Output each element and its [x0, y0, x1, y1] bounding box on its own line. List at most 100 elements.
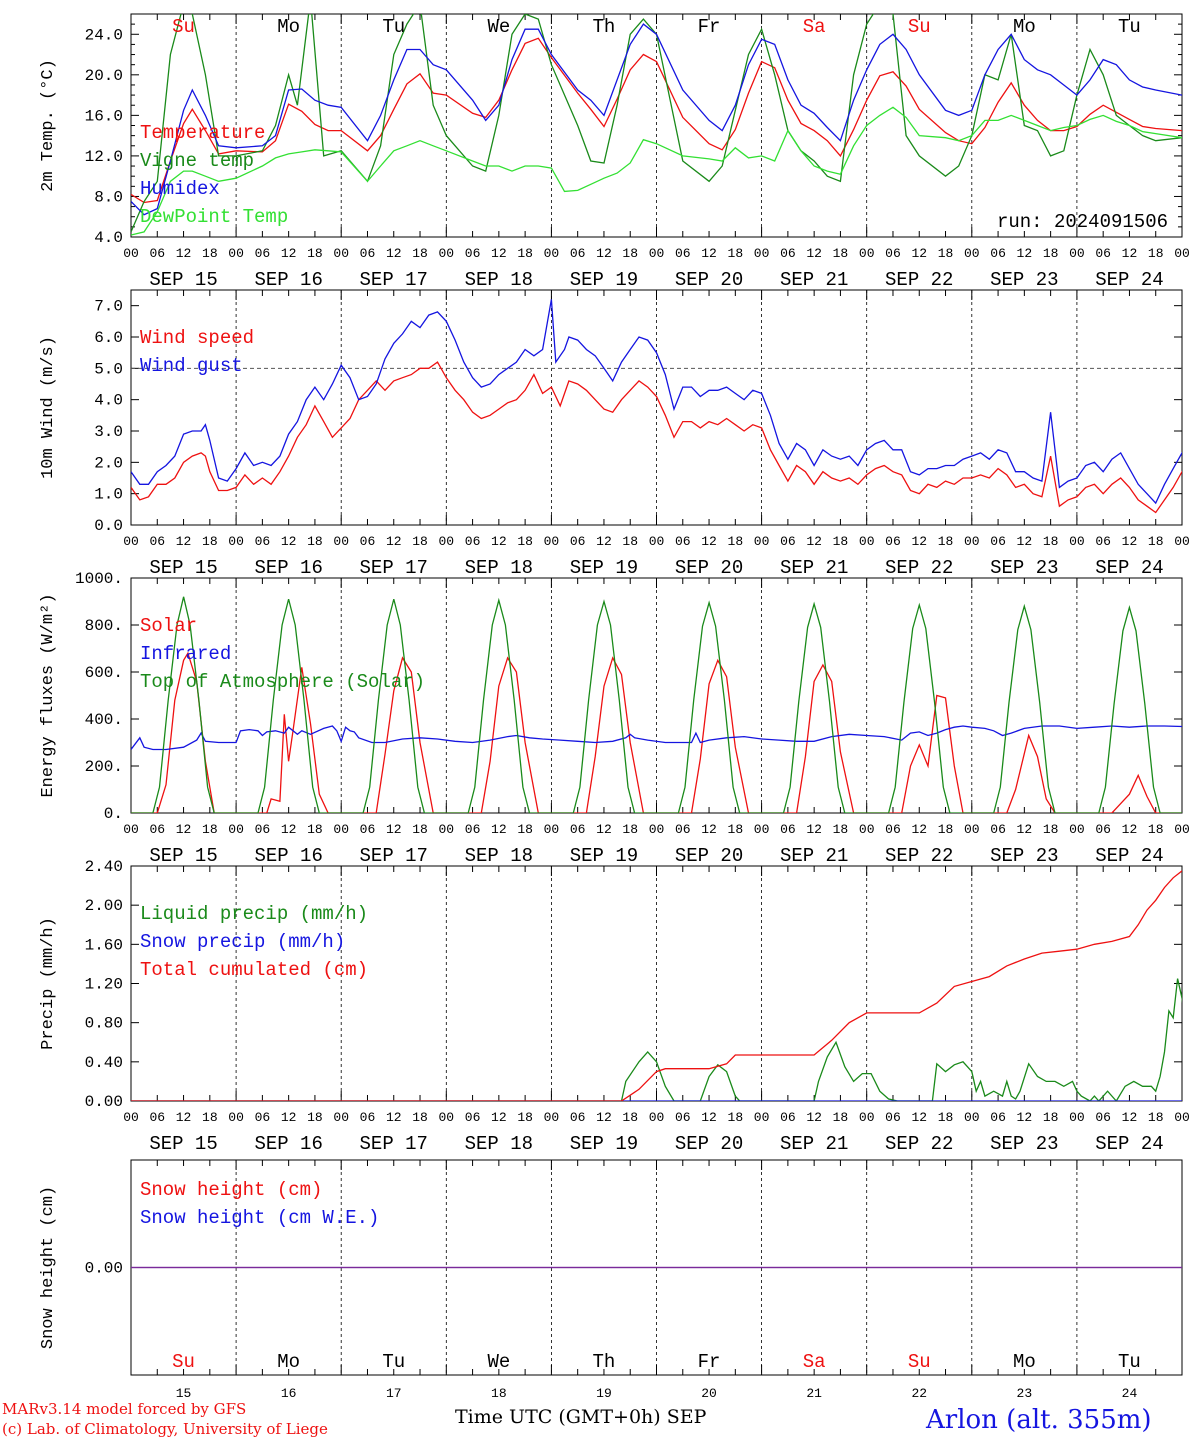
date-label: SEP 22: [885, 269, 953, 291]
hour-tick-label: 06: [885, 822, 901, 837]
hour-tick-label: 18: [412, 246, 428, 261]
weekday-label: Fr: [698, 16, 721, 38]
hour-tick-label: 06: [675, 534, 691, 549]
weekday-label: Sa: [803, 16, 826, 38]
hour-tick-label: 00: [754, 822, 770, 837]
weekday-label: Tu: [382, 1351, 405, 1373]
hour-tick-label: 00: [754, 246, 770, 261]
hour-tick-label: 00: [228, 822, 244, 837]
hour-tick-label: 18: [517, 822, 533, 837]
hour-tick-label: 18: [412, 534, 428, 549]
hour-tick-label: 12: [1017, 534, 1033, 549]
date-label: SEP 23: [990, 269, 1058, 291]
y-axis-title: 2m Temp. (°C): [39, 59, 58, 192]
hour-tick-label: 12: [386, 822, 402, 837]
y-tick-label: 3.0: [94, 423, 123, 441]
hour-tick-label: 06: [149, 246, 165, 261]
hour-tick-label: 12: [911, 534, 927, 549]
hour-tick-label: 06: [885, 534, 901, 549]
hour-tick-label: 12: [806, 534, 822, 549]
date-label: SEP 18: [465, 557, 533, 579]
date-label: SEP 16: [254, 1133, 322, 1155]
date-label: SEP 23: [990, 1133, 1058, 1155]
day-number-label: 24: [1122, 1386, 1138, 1401]
legend-entry: Vigne temp: [140, 150, 254, 172]
hour-tick-label: 06: [780, 534, 796, 549]
hour-tick-label: 06: [675, 1110, 691, 1125]
day-number-label: 20: [701, 1386, 717, 1401]
weekday-label: Th: [593, 1351, 616, 1373]
hour-tick-label: 06: [990, 822, 1006, 837]
hour-tick-label: 00: [123, 1110, 139, 1125]
day-number-label: 19: [596, 1386, 612, 1401]
hour-tick-label: 00: [649, 246, 665, 261]
panel-2: 0.0 1.0 2.0 3.0 4.0 5.0 6.0 7.0 10m Wind (m/s) Wi…: [39, 289, 1190, 579]
hour-tick-label: 18: [202, 822, 218, 837]
hour-tick-label: 18: [1043, 246, 1059, 261]
date-label: SEP 22: [885, 845, 953, 867]
hour-tick-label: 00: [649, 534, 665, 549]
hour-tick-label: 12: [491, 822, 507, 837]
hour-tick-label: 00: [859, 246, 875, 261]
hour-tick-label: 18: [728, 822, 744, 837]
hour-tick-label: 18: [622, 246, 638, 261]
model-credit: MARv3.14 model forced by GFS: [2, 1400, 246, 1418]
hour-tick-label: 18: [412, 822, 428, 837]
hour-tick-label: 00: [754, 1110, 770, 1125]
hour-tick-label: 18: [728, 246, 744, 261]
date-label: SEP 21: [780, 845, 848, 867]
hour-tick-label: 12: [1017, 822, 1033, 837]
hour-tick-label: 12: [1122, 822, 1138, 837]
hour-tick-label: 00: [964, 1110, 980, 1125]
hour-tick-label: 12: [491, 1110, 507, 1125]
hour-tick-label: 18: [1043, 1110, 1059, 1125]
hour-tick-label: 18: [728, 534, 744, 549]
chart-footer: MARv3.14 model forced by GFS (c) Lab. of…: [2, 1400, 1152, 1438]
legend-entry: Wind gust: [140, 355, 243, 377]
hour-tick-label: 00: [438, 534, 454, 549]
hour-tick-label: 12: [1122, 1110, 1138, 1125]
y-tick-label: 0.00: [85, 1093, 123, 1111]
hour-tick-label: 12: [806, 822, 822, 837]
hour-tick-label: 06: [675, 822, 691, 837]
weekday-label: Th: [593, 16, 616, 38]
legend-entry: Liquid precip (mm/h): [140, 903, 368, 925]
hour-tick-label: 18: [412, 1110, 428, 1125]
hour-tick-label: 06: [990, 246, 1006, 261]
y-tick-label: 0.0: [94, 517, 123, 535]
hour-tick-label: 00: [544, 1110, 560, 1125]
y-tick-label: 20.0: [85, 67, 123, 85]
hour-tick-label: 00: [859, 534, 875, 549]
hour-tick-label: 18: [1043, 822, 1059, 837]
hour-tick-label: 06: [990, 534, 1006, 549]
hour-tick-label: 18: [622, 822, 638, 837]
date-label: SEP 24: [1095, 1133, 1163, 1155]
hour-tick-label: 12: [1122, 534, 1138, 549]
y-axis-title: Snow height (cm): [39, 1186, 58, 1349]
day-number-label: 16: [281, 1386, 297, 1401]
hour-tick-label: 18: [938, 246, 954, 261]
hour-tick-label: 06: [570, 246, 586, 261]
hour-tick-label: 06: [675, 246, 691, 261]
hour-tick-label: 06: [990, 1110, 1006, 1125]
hour-tick-label: 18: [202, 246, 218, 261]
hour-tick-label: 18: [1148, 822, 1164, 837]
hour-tick-label: 18: [517, 534, 533, 549]
hour-tick-label: 00: [1174, 822, 1190, 837]
hour-tick-label: 12: [596, 822, 612, 837]
y-tick-label: 7.0: [94, 298, 123, 316]
hour-tick-label: 00: [228, 534, 244, 549]
date-label: SEP 24: [1095, 557, 1163, 579]
hour-tick-label: 18: [307, 1110, 323, 1125]
date-label: SEP 17: [360, 845, 428, 867]
hour-tick-label: 00: [123, 534, 139, 549]
series-line-liquid-precip-mm-h-: [131, 978, 1182, 1101]
hour-tick-label: 06: [1095, 822, 1111, 837]
series-line-infrared: [131, 725, 1182, 751]
hour-tick-label: 12: [176, 534, 192, 549]
hour-tick-label: 12: [386, 246, 402, 261]
hour-tick-label: 18: [938, 1110, 954, 1125]
series-line-dewpoint-temp: [131, 106, 1182, 236]
date-label: SEP 22: [885, 1133, 953, 1155]
time-axis-label: Time UTC (GMT+0h) SEP: [455, 1406, 707, 1428]
